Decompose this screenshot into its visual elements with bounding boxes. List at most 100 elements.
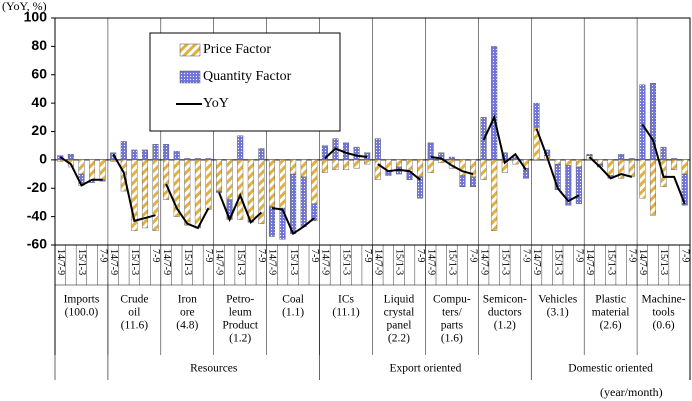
group-label: (11.1) [332, 307, 360, 319]
quantity-bar [533, 102, 540, 128]
x-tick-label: 15/1-3 [288, 249, 299, 275]
quantity-bar [311, 203, 318, 222]
x-tick-label: 7-9 [97, 249, 108, 262]
group-label: (2.2) [388, 333, 410, 345]
quantity-bar [173, 151, 180, 161]
y-tick-label: -60 [27, 236, 47, 252]
quantity-bar [565, 165, 572, 206]
price-bar [607, 159, 614, 176]
x-tick-label: 14/7-9 [584, 249, 595, 275]
quantity-bar [279, 207, 286, 240]
quantity-bar [152, 144, 159, 161]
quantity-bar [67, 153, 74, 161]
quantity-bar [575, 166, 582, 205]
group-label: Vehicles [538, 294, 577, 306]
quantity-bar [618, 153, 625, 161]
price-bar [597, 159, 604, 165]
price-bar [163, 159, 170, 200]
y-tick-label: 20 [31, 122, 47, 138]
price-bar [300, 159, 307, 178]
price-bar [205, 159, 212, 210]
quantity-bar [417, 176, 424, 199]
x-tick-label: 15/1-3 [235, 249, 246, 275]
price-bar [639, 159, 646, 199]
group-label: ore [180, 307, 195, 319]
sector-label: Resources [190, 363, 238, 375]
price-bar [491, 159, 498, 232]
price-bar [268, 159, 275, 207]
price-bar [353, 159, 360, 169]
yoy-line [377, 163, 421, 181]
x-tick-label: 15/1-3 [447, 249, 458, 275]
quantity-bar [671, 158, 678, 161]
legend-swatch [179, 70, 201, 84]
group-label: panel [387, 320, 412, 332]
price-bar [374, 159, 381, 180]
group-label: (1.2) [494, 320, 516, 332]
yoy-line [218, 192, 263, 225]
x-tick-label: 7-9 [626, 249, 637, 262]
y-tick-label: 60 [31, 65, 47, 81]
yoy-line [165, 183, 210, 230]
x-axis-label: (year/month) [600, 385, 663, 399]
yoy-line [641, 123, 686, 205]
yoy-line [112, 153, 156, 223]
yoy-line [588, 156, 633, 180]
quantity-bar [120, 141, 127, 161]
yoy-line [482, 114, 527, 171]
price-bar [554, 159, 561, 165]
x-tick-label: 7-9 [256, 249, 267, 262]
y-axis-label: (YoY, %) [2, 0, 47, 13]
group-label: (3.1) [547, 307, 569, 319]
x-tick-label: 14/7-9 [320, 249, 331, 275]
quantity-bar [194, 158, 201, 161]
price-bar [332, 159, 339, 171]
x-tick-label: 7-9 [362, 249, 373, 262]
yoy-line [59, 156, 103, 187]
group-label: parts [441, 320, 464, 332]
price-bar [565, 159, 572, 166]
y-tick-label: -20 [27, 179, 47, 195]
group-label: (11.6) [121, 320, 149, 332]
price-bar [395, 159, 402, 168]
quantity-bar [459, 175, 466, 188]
price-bar [78, 159, 85, 175]
yoy-line [324, 147, 368, 160]
group-label: (0.6) [653, 320, 675, 332]
price-bar [311, 159, 318, 205]
yoy-line [535, 128, 580, 203]
quantity-bar [258, 148, 265, 161]
group-label: Imports [64, 294, 100, 306]
price-bar [226, 159, 233, 200]
group-label: Plastic [595, 294, 626, 306]
price-bar [364, 159, 371, 165]
yoy-line [430, 156, 474, 176]
quantity-bar [470, 176, 477, 188]
group-label: (2.6) [600, 320, 622, 332]
group-label: oil [128, 307, 140, 319]
x-tick-label: 7-9 [150, 249, 161, 262]
price-bar [110, 159, 117, 162]
price-bar [628, 159, 635, 178]
group-label: Coal [282, 294, 304, 306]
group-label: Machine- [642, 294, 686, 306]
price-bar [681, 159, 688, 175]
group-label: ICs [338, 294, 355, 306]
x-tick-label: 14/7-9 [478, 249, 489, 275]
quantity-bar [300, 176, 307, 227]
quantity-bar [628, 158, 635, 161]
price-bar [279, 159, 286, 209]
quantity-bar [184, 158, 191, 161]
group-label: Iron [178, 294, 197, 306]
price-bar [194, 159, 201, 229]
quantity-bar [681, 173, 688, 206]
legend-swatch [179, 43, 201, 57]
quantity-bar [448, 156, 455, 161]
quantity-bar [141, 149, 148, 161]
price-bar [480, 159, 487, 180]
group-label: Crude [120, 294, 148, 306]
quantity-bar [131, 149, 138, 161]
quantity-bar [163, 144, 170, 161]
x-tick-label: 14/7-9 [372, 249, 383, 275]
